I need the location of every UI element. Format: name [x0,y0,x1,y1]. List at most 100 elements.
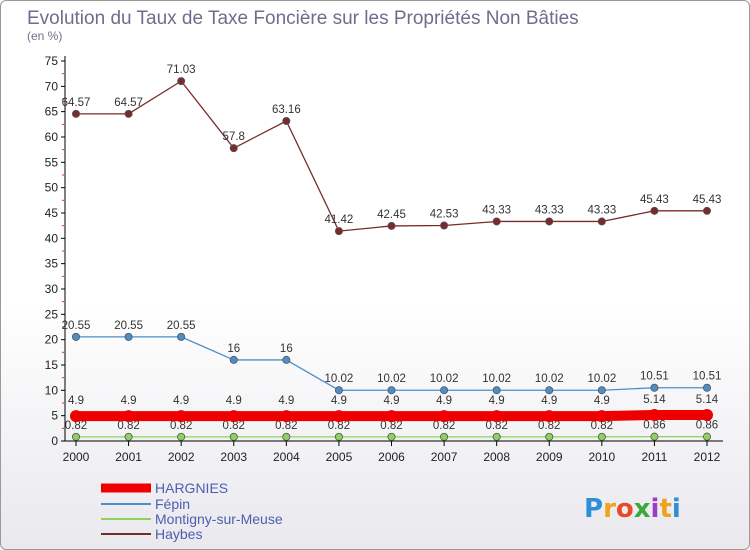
data-point [387,386,396,395]
data-label: 64.57 [114,97,143,109]
data-point [387,221,396,230]
data-label: 16 [227,343,240,355]
data-label: 71.03 [167,64,196,76]
data-point [650,206,659,215]
data-point [282,355,291,364]
chart-subtitle: (en %) [27,29,62,43]
data-label: 45.43 [693,194,722,206]
data-point [177,77,186,86]
data-point [597,432,606,441]
series-f-pin: 20.55 20.55 20.55 16 16 10.02 10.02 10.02 10.02 1… [62,320,721,395]
data-label: 10.02 [587,373,616,385]
data-label: 0.82 [485,420,507,432]
data-point [440,221,449,230]
data-label: 10.02 [535,373,564,385]
legend-item: HARGNIES [101,480,228,496]
brand-logo: Proxiti [584,494,681,524]
data-label: 0.82 [117,420,139,432]
y-tick-label: 15 [45,358,59,372]
data-point [545,432,554,441]
brand-letter: x [634,494,651,524]
data-label: 0.82 [65,420,87,432]
data-label: 0.82 [591,420,613,432]
data-label: 4.9 [594,395,610,407]
data-point [703,206,712,215]
data-point [177,432,186,441]
data-point [492,386,501,395]
data-point [334,432,343,441]
brand-letter: r [603,494,616,524]
y-tick-label: 35 [45,257,59,271]
data-label: 5.14 [696,394,719,406]
data-label: 0.82 [433,420,455,432]
x-tick-label: 2005 [326,450,353,464]
data-label: 20.55 [62,320,91,332]
data-label: 4.9 [541,395,557,407]
data-label: 10.02 [430,373,459,385]
data-label: 4.9 [68,395,84,407]
data-label: 63.16 [272,104,301,116]
data-point [282,432,291,441]
brand-letter: i [651,494,660,524]
data-point [387,432,396,441]
data-point [72,109,81,118]
x-tick-label: 2007 [431,450,458,464]
data-point [334,386,343,395]
x-tick-label: 2003 [220,450,247,464]
data-label: 16 [280,343,293,355]
data-point [492,432,501,441]
x-tick-label: 2002 [168,450,195,464]
x-tick-label: 2012 [694,450,721,464]
y-tick-label: 65 [45,105,59,119]
data-label: 4.9 [226,395,242,407]
series-layer: 64.57 64.57 71.03 57.8 63.16 41.42 42.45 42.53 4… [62,64,722,441]
data-point [440,386,449,395]
y-tick-label: 55 [45,155,59,169]
x-tick-label: 2000 [63,450,90,464]
data-label: 4.9 [436,395,452,407]
data-label: 20.55 [114,320,143,332]
series-hargnies: 4.9 4.9 4.9 4.9 4.9 4.9 4.9 4.9 4.9 4.9 4.9 5.14 5.1… [68,394,719,423]
data-label: 0.82 [275,420,297,432]
y-tick-label: 20 [45,333,59,347]
data-point [175,410,188,423]
data-label: 0.82 [170,420,192,432]
data-point [227,410,240,423]
legend-item: Haybes [101,526,202,542]
data-label: 10.02 [482,373,511,385]
data-point [280,410,293,423]
data-point [703,383,712,392]
data-point [385,410,398,423]
data-point [595,410,608,423]
data-point [543,410,556,423]
x-tick-label: 2011 [642,450,668,464]
data-label: 43.33 [482,204,511,216]
data-label: 0.86 [696,420,718,432]
brand-letter: P [584,494,603,524]
y-tick-label: 70 [45,79,59,93]
data-point [490,410,503,423]
y-tick-label: 0 [51,434,58,448]
x-tick-label: 2004 [273,450,300,464]
data-point [648,408,661,421]
y-tick-label: 40 [45,231,59,245]
data-label: 0.86 [643,420,665,432]
data-label: 5.14 [643,394,666,406]
data-label: 4.9 [489,395,505,407]
data-label: 0.82 [328,420,350,432]
data-label: 10.51 [640,371,669,383]
data-point [438,410,451,423]
legend-label: Fépin [155,496,190,512]
data-point [70,410,82,423]
axes: 0 5 10 15 20 25 30 35 40 45 50 55 60 65 70 75 2000 2001 20… [45,54,723,464]
data-point [492,217,501,226]
data-label: 0.82 [538,420,560,432]
y-tick-label: 50 [45,181,59,195]
y-tick-label: 75 [45,54,59,68]
data-point [229,432,238,441]
data-point [701,408,713,421]
data-label: 20.55 [167,320,196,332]
